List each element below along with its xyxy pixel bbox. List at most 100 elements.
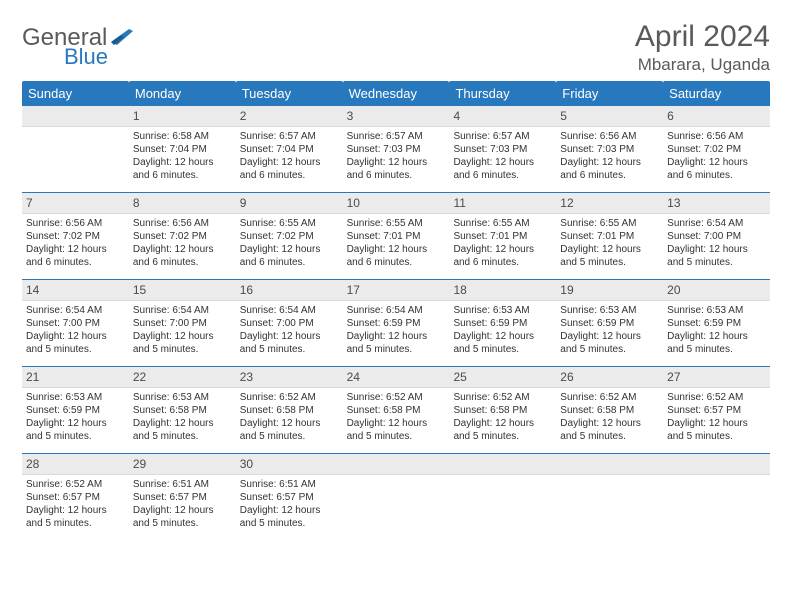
day-cell: 5Sunrise: 6:56 AMSunset: 7:03 PMDaylight… xyxy=(556,106,663,192)
day-header: Wednesday xyxy=(343,81,450,106)
header: General Blue April 2024 Mbarara, Uganda xyxy=(22,20,770,75)
day-number: 20 xyxy=(663,280,770,301)
day-number: 25 xyxy=(449,367,556,388)
day-cell: 11Sunrise: 6:55 AMSunset: 7:01 PMDayligh… xyxy=(449,193,556,279)
calendar-grid: SundayMondayTuesdayWednesdayThursdayFrid… xyxy=(22,81,770,540)
day-number: 8 xyxy=(129,193,236,214)
day-details: Sunrise: 6:53 AMSunset: 6:58 PMDaylight:… xyxy=(129,388,236,447)
flag-icon xyxy=(111,28,133,46)
day-cell: 26Sunrise: 6:52 AMSunset: 6:58 PMDayligh… xyxy=(556,367,663,453)
day-number: 30 xyxy=(236,454,343,475)
day-cell: 7Sunrise: 6:56 AMSunset: 7:02 PMDaylight… xyxy=(22,193,129,279)
day-details: Sunrise: 6:52 AMSunset: 6:58 PMDaylight:… xyxy=(343,388,450,447)
day-header: Friday xyxy=(556,81,663,106)
day-details: Sunrise: 6:54 AMSunset: 7:00 PMDaylight:… xyxy=(663,214,770,273)
day-cell: 25Sunrise: 6:52 AMSunset: 6:58 PMDayligh… xyxy=(449,367,556,453)
day-cell: 18Sunrise: 6:53 AMSunset: 6:59 PMDayligh… xyxy=(449,280,556,366)
week-row: 28Sunrise: 6:52 AMSunset: 6:57 PMDayligh… xyxy=(22,454,770,540)
day-cell: 24Sunrise: 6:52 AMSunset: 6:58 PMDayligh… xyxy=(343,367,450,453)
weeks-container: 1Sunrise: 6:58 AMSunset: 7:04 PMDaylight… xyxy=(22,106,770,540)
week-row: 7Sunrise: 6:56 AMSunset: 7:02 PMDaylight… xyxy=(22,193,770,280)
day-cell: 13Sunrise: 6:54 AMSunset: 7:00 PMDayligh… xyxy=(663,193,770,279)
day-cell xyxy=(663,454,770,540)
day-number: 3 xyxy=(343,106,450,127)
day-details: Sunrise: 6:57 AMSunset: 7:03 PMDaylight:… xyxy=(449,127,556,186)
day-header: Monday xyxy=(129,81,236,106)
day-number: 29 xyxy=(129,454,236,475)
day-header: Saturday xyxy=(663,81,770,106)
day-cell: 1Sunrise: 6:58 AMSunset: 7:04 PMDaylight… xyxy=(129,106,236,192)
title-block: April 2024 Mbarara, Uganda xyxy=(635,20,770,75)
week-row: 21Sunrise: 6:53 AMSunset: 6:59 PMDayligh… xyxy=(22,367,770,454)
day-details: Sunrise: 6:55 AMSunset: 7:01 PMDaylight:… xyxy=(343,214,450,273)
day-cell: 14Sunrise: 6:54 AMSunset: 7:00 PMDayligh… xyxy=(22,280,129,366)
day-number xyxy=(343,454,450,475)
day-number: 6 xyxy=(663,106,770,127)
day-header: Sunday xyxy=(22,81,129,106)
day-cell: 8Sunrise: 6:56 AMSunset: 7:02 PMDaylight… xyxy=(129,193,236,279)
day-number: 11 xyxy=(449,193,556,214)
logo: General Blue xyxy=(22,20,133,68)
day-number: 2 xyxy=(236,106,343,127)
day-details: Sunrise: 6:57 AMSunset: 7:04 PMDaylight:… xyxy=(236,127,343,186)
day-details: Sunrise: 6:56 AMSunset: 7:02 PMDaylight:… xyxy=(129,214,236,273)
day-cell: 23Sunrise: 6:52 AMSunset: 6:58 PMDayligh… xyxy=(236,367,343,453)
day-number: 18 xyxy=(449,280,556,301)
day-number: 19 xyxy=(556,280,663,301)
day-details: Sunrise: 6:51 AMSunset: 6:57 PMDaylight:… xyxy=(129,475,236,534)
day-cell xyxy=(449,454,556,540)
day-number: 21 xyxy=(22,367,129,388)
day-header: Tuesday xyxy=(236,81,343,106)
day-cell xyxy=(343,454,450,540)
day-details: Sunrise: 6:52 AMSunset: 6:58 PMDaylight:… xyxy=(449,388,556,447)
day-details: Sunrise: 6:56 AMSunset: 7:03 PMDaylight:… xyxy=(556,127,663,186)
day-cell: 28Sunrise: 6:52 AMSunset: 6:57 PMDayligh… xyxy=(22,454,129,540)
day-details: Sunrise: 6:54 AMSunset: 6:59 PMDaylight:… xyxy=(343,301,450,360)
location-label: Mbarara, Uganda xyxy=(635,55,770,75)
day-number: 1 xyxy=(129,106,236,127)
day-number xyxy=(449,454,556,475)
day-number: 7 xyxy=(22,193,129,214)
day-details: Sunrise: 6:55 AMSunset: 7:02 PMDaylight:… xyxy=(236,214,343,273)
day-number: 26 xyxy=(556,367,663,388)
day-details: Sunrise: 6:54 AMSunset: 7:00 PMDaylight:… xyxy=(236,301,343,360)
day-number: 15 xyxy=(129,280,236,301)
day-details: Sunrise: 6:52 AMSunset: 6:58 PMDaylight:… xyxy=(556,388,663,447)
day-cell: 22Sunrise: 6:53 AMSunset: 6:58 PMDayligh… xyxy=(129,367,236,453)
day-cell: 30Sunrise: 6:51 AMSunset: 6:57 PMDayligh… xyxy=(236,454,343,540)
day-details: Sunrise: 6:52 AMSunset: 6:57 PMDaylight:… xyxy=(663,388,770,447)
day-cell: 6Sunrise: 6:56 AMSunset: 7:02 PMDaylight… xyxy=(663,106,770,192)
day-cell: 3Sunrise: 6:57 AMSunset: 7:03 PMDaylight… xyxy=(343,106,450,192)
day-number: 14 xyxy=(22,280,129,301)
day-details: Sunrise: 6:58 AMSunset: 7:04 PMDaylight:… xyxy=(129,127,236,186)
day-number: 13 xyxy=(663,193,770,214)
day-details: Sunrise: 6:52 AMSunset: 6:57 PMDaylight:… xyxy=(22,475,129,534)
day-number xyxy=(22,106,129,127)
day-number xyxy=(556,454,663,475)
day-number: 9 xyxy=(236,193,343,214)
day-details: Sunrise: 6:54 AMSunset: 7:00 PMDaylight:… xyxy=(129,301,236,360)
day-header: Thursday xyxy=(449,81,556,106)
day-cell xyxy=(22,106,129,192)
calendar-page: General Blue April 2024 Mbarara, Uganda … xyxy=(0,0,792,550)
day-number: 17 xyxy=(343,280,450,301)
week-row: 1Sunrise: 6:58 AMSunset: 7:04 PMDaylight… xyxy=(22,106,770,193)
day-number: 24 xyxy=(343,367,450,388)
day-details: Sunrise: 6:55 AMSunset: 7:01 PMDaylight:… xyxy=(449,214,556,273)
day-details: Sunrise: 6:56 AMSunset: 7:02 PMDaylight:… xyxy=(22,214,129,273)
day-number: 28 xyxy=(22,454,129,475)
day-cell: 10Sunrise: 6:55 AMSunset: 7:01 PMDayligh… xyxy=(343,193,450,279)
day-number: 27 xyxy=(663,367,770,388)
day-cell: 16Sunrise: 6:54 AMSunset: 7:00 PMDayligh… xyxy=(236,280,343,366)
day-cell: 9Sunrise: 6:55 AMSunset: 7:02 PMDaylight… xyxy=(236,193,343,279)
day-cell: 12Sunrise: 6:55 AMSunset: 7:01 PMDayligh… xyxy=(556,193,663,279)
day-details: Sunrise: 6:56 AMSunset: 7:02 PMDaylight:… xyxy=(663,127,770,186)
day-details: Sunrise: 6:53 AMSunset: 6:59 PMDaylight:… xyxy=(449,301,556,360)
day-details: Sunrise: 6:53 AMSunset: 6:59 PMDaylight:… xyxy=(556,301,663,360)
day-details: Sunrise: 6:55 AMSunset: 7:01 PMDaylight:… xyxy=(556,214,663,273)
day-cell: 17Sunrise: 6:54 AMSunset: 6:59 PMDayligh… xyxy=(343,280,450,366)
day-number: 5 xyxy=(556,106,663,127)
day-number: 4 xyxy=(449,106,556,127)
day-cell xyxy=(556,454,663,540)
day-number: 22 xyxy=(129,367,236,388)
